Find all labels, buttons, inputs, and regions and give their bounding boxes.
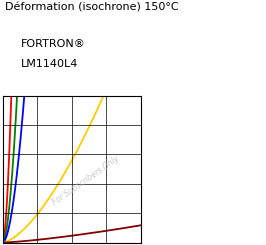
Text: Déformation (isochrone) 150°C: Déformation (isochrone) 150°C [5, 2, 179, 12]
Text: FORTRON®: FORTRON® [21, 39, 86, 49]
Text: LM1140L4: LM1140L4 [21, 59, 79, 69]
Text: For Subscribers Only: For Subscribers Only [51, 154, 121, 207]
